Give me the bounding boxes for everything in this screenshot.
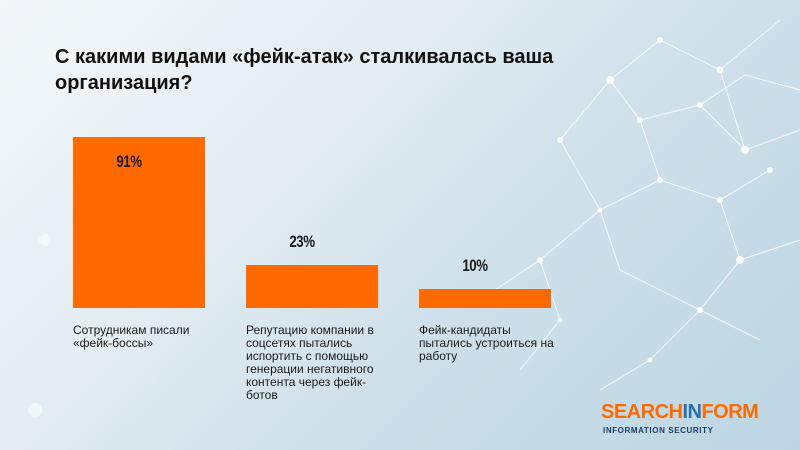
logo-part-in: IN xyxy=(682,401,702,423)
bar-1 xyxy=(73,136,205,308)
searchinform-logo: SEARCHINFORM INFORMATION SECURITY xyxy=(601,401,759,435)
category-label-1: Сотрудникам писали «фейк-боссы» xyxy=(73,323,190,350)
logo-wordmark: SEARCHINFORM xyxy=(601,401,759,423)
chart-title: С какими видами «фейк-атак» сталкивалась… xyxy=(55,46,554,94)
logo-subtitle: INFORMATION SECURITY xyxy=(603,426,714,435)
bar-3 xyxy=(419,289,551,308)
bar-2 xyxy=(246,264,378,308)
value-label-3: 10% xyxy=(462,256,488,276)
category-label-3: Фейк-кандидаты пытались устроиться на ра… xyxy=(419,323,554,363)
value-label-1: 91% xyxy=(116,151,142,171)
logo-part-search: SEARCH xyxy=(601,401,683,423)
category-label-2: Репутацию компании в соцсетях пытались и… xyxy=(246,323,374,402)
logo-part-form: FORM xyxy=(701,401,759,423)
value-label-2: 23% xyxy=(289,231,315,251)
